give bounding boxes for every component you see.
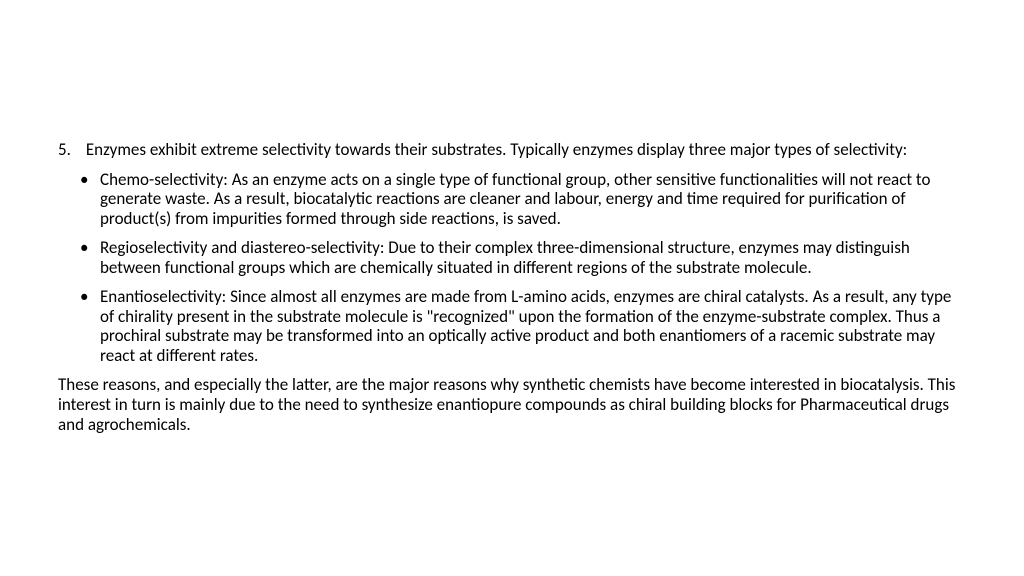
- slide-body: 5. Enzymes exhibit extreme selectivity t…: [0, 0, 1024, 576]
- closing-paragraph: These reasons, and especially the latter…: [58, 375, 966, 434]
- intro-paragraph: 5. Enzymes exhibit extreme selectivity t…: [58, 140, 966, 160]
- intro-text: Enzymes exhibit extreme selectivity towa…: [86, 139, 907, 160]
- bullet-item: Enantioselectivity: Since almost all enz…: [86, 287, 966, 365]
- bullet-item: Chemo-selectivity: As an enzyme acts on …: [86, 170, 966, 229]
- intro-number: 5.: [58, 140, 82, 160]
- selectivity-bullets: Chemo-selectivity: As an enzyme acts on …: [58, 170, 966, 366]
- bullet-item: Regioselectivity and diastereo-selectivi…: [86, 238, 966, 277]
